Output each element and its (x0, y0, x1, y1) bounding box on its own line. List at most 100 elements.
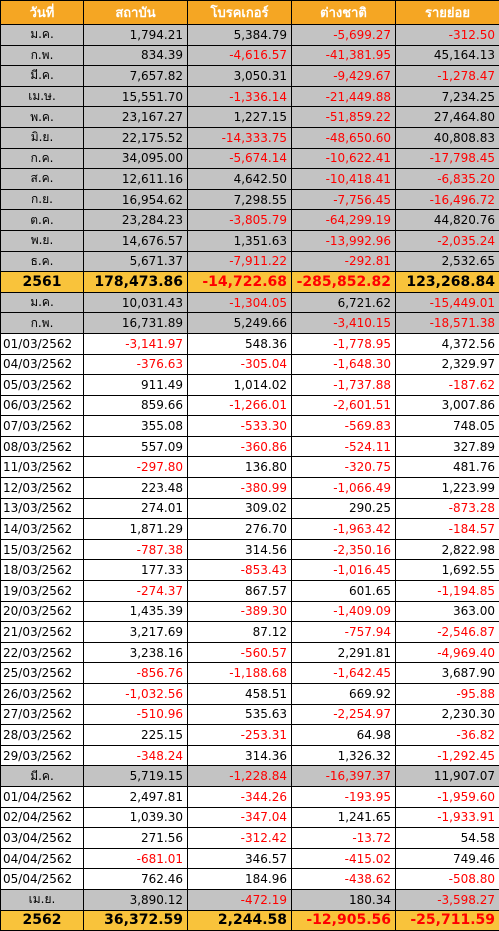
cell-institution: 1,039.30 (84, 807, 188, 828)
cell-institution: 16,954.62 (84, 189, 188, 210)
cell-foreign: -1,737.88 (292, 375, 396, 396)
cell-retail: -4,969.40 (396, 642, 499, 663)
header-broker: โบรคเกอร์ (188, 1, 292, 25)
cell-foreign: -64,299.19 (292, 210, 396, 231)
cell-broker: -344.26 (188, 786, 292, 807)
cell-retail: 2,329.97 (396, 354, 499, 375)
cell-broker: 7,298.55 (188, 189, 292, 210)
cell-foreign: -1,016.45 (292, 560, 396, 581)
cell-institution: -348.24 (84, 745, 188, 766)
cell-institution: 2,497.81 (84, 786, 188, 807)
cell-broker: -4,616.57 (188, 45, 292, 66)
cell-broker: -380.99 (188, 478, 292, 499)
cell-institution: -681.01 (84, 848, 188, 869)
cell-date: 06/03/2562 (1, 395, 84, 416)
cell-broker: -5,674.14 (188, 148, 292, 169)
cell-foreign: -524.11 (292, 436, 396, 457)
cell-institution: 15,551.70 (84, 86, 188, 107)
cell-retail: 2,822.98 (396, 539, 499, 560)
cell-retail: -17,798.45 (396, 148, 499, 169)
cell-retail: 2,532.65 (396, 251, 499, 272)
cell-institution: -3,141.97 (84, 333, 188, 354)
cell-broker: -14,722.68 (188, 272, 292, 293)
cell-foreign: -10,622.41 (292, 148, 396, 169)
cell-retail: -25,711.59 (396, 910, 499, 931)
cell-foreign: -2,350.16 (292, 539, 396, 560)
cell-broker: 309.02 (188, 498, 292, 519)
cell-retail: 7,234.25 (396, 86, 499, 107)
cell-retail: -36.82 (396, 725, 499, 746)
cell-broker: 276.70 (188, 519, 292, 540)
cell-retail: -6,835.20 (396, 169, 499, 190)
cell-date: มิ.ย. (1, 127, 84, 148)
cell-broker: 5,249.66 (188, 313, 292, 334)
cell-foreign: -51,859.22 (292, 107, 396, 128)
cell-retail: -1,933.91 (396, 807, 499, 828)
cell-date: 25/03/2562 (1, 663, 84, 684)
cell-date: 21/03/2562 (1, 622, 84, 643)
cell-broker: 867.57 (188, 581, 292, 602)
cell-date: 20/03/2562 (1, 601, 84, 622)
cell-date: 26/03/2562 (1, 684, 84, 705)
cell-foreign: -12,905.56 (292, 910, 396, 931)
cell-date: 04/03/2562 (1, 354, 84, 375)
cell-institution: 10,031.43 (84, 292, 188, 313)
cell-foreign: -10,418.41 (292, 169, 396, 190)
cell-institution: 22,175.52 (84, 127, 188, 148)
cell-retail: -16,496.72 (396, 189, 499, 210)
cell-date: 13/03/2562 (1, 498, 84, 519)
cell-institution: -856.76 (84, 663, 188, 684)
cell-date: ม.ค. (1, 292, 84, 313)
cell-foreign: -16,397.37 (292, 766, 396, 787)
cell-broker: 1,227.15 (188, 107, 292, 128)
cell-foreign: 1,326.32 (292, 745, 396, 766)
cell-institution: 225.15 (84, 725, 188, 746)
cell-broker: -1,304.05 (188, 292, 292, 313)
cell-institution: 23,284.23 (84, 210, 188, 231)
cell-institution: 557.09 (84, 436, 188, 457)
cell-date: 29/03/2562 (1, 745, 84, 766)
header-date: วันที่ (1, 1, 84, 25)
cell-foreign: -21,449.88 (292, 86, 396, 107)
cell-institution: 177.33 (84, 560, 188, 581)
cell-retail: 44,820.76 (396, 210, 499, 231)
cell-retail: 3,687.90 (396, 663, 499, 684)
cell-retail: -1,278.47 (396, 66, 499, 87)
cell-foreign: -9,429.67 (292, 66, 396, 87)
cell-institution: 12,611.16 (84, 169, 188, 190)
cell-broker: -7,911.22 (188, 251, 292, 272)
cell-date: ธ.ค. (1, 251, 84, 272)
cell-date: 05/04/2562 (1, 869, 84, 890)
cell-institution: 911.49 (84, 375, 188, 396)
cell-foreign: -3,410.15 (292, 313, 396, 334)
cell-institution: 1,871.29 (84, 519, 188, 540)
cell-institution: 834.39 (84, 45, 188, 66)
cell-foreign: -1,642.45 (292, 663, 396, 684)
cell-broker: -472.19 (188, 889, 292, 910)
cell-retail: -18,571.38 (396, 313, 499, 334)
cell-broker: -14,333.75 (188, 127, 292, 148)
cell-institution: 1,435.39 (84, 601, 188, 622)
cell-retail: -2,035.24 (396, 230, 499, 251)
